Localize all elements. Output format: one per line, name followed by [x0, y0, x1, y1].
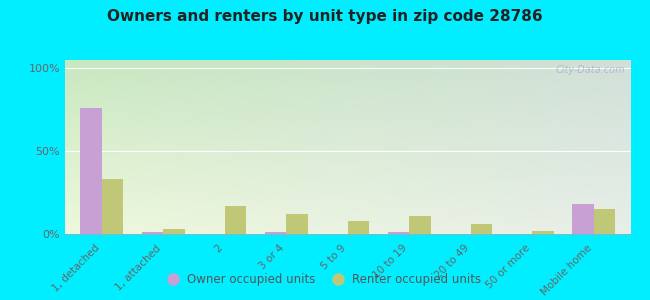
Bar [102, 179, 124, 234]
Bar [142, 232, 163, 234]
Bar [163, 229, 185, 234]
Bar [265, 232, 286, 234]
Bar [225, 206, 246, 234]
Bar [81, 108, 102, 234]
Bar [348, 221, 369, 234]
Bar [593, 209, 615, 234]
Text: Owners and renters by unit type in zip code 28786: Owners and renters by unit type in zip c… [107, 9, 543, 24]
Legend: Owner occupied units, Renter occupied units: Owner occupied units, Renter occupied un… [164, 269, 486, 291]
Bar [572, 204, 593, 234]
Text: City-Data.com: City-Data.com [555, 65, 625, 75]
Bar [532, 231, 554, 234]
Bar [471, 224, 492, 234]
Bar [286, 214, 308, 234]
Bar [410, 216, 431, 234]
Bar [387, 232, 410, 234]
